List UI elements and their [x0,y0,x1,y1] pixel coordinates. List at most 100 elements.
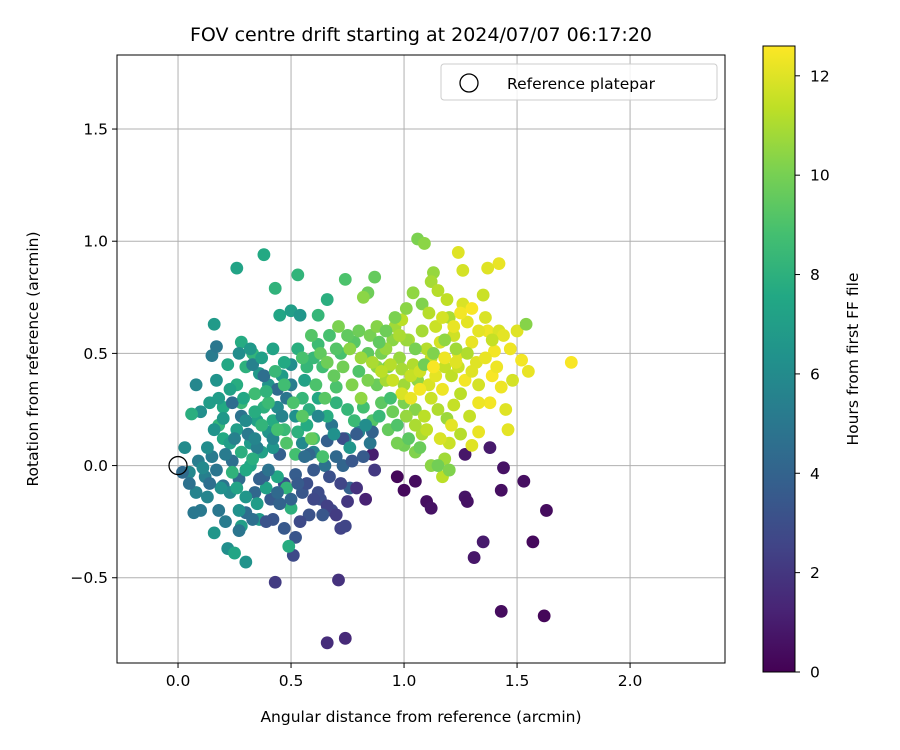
data-point [442,463,456,477]
data-point [372,335,386,349]
data-point [210,340,223,354]
data-point [483,396,497,410]
data-point [332,320,345,333]
data-point [526,535,540,549]
data-point [248,432,262,446]
data-point [201,490,214,504]
data-point [271,470,284,484]
data-point [494,604,508,618]
data-point [467,551,481,564]
data-point [359,492,373,506]
data-point [458,373,472,387]
y-axis-ticks: −0.5 0.0 0.5 1.0 1.5 [70,121,117,587]
data-point [307,492,321,506]
legend-box [440,63,718,101]
data-point [284,501,298,515]
colorbar-label: Hours from first FF file [844,273,862,446]
data-point [259,481,273,495]
data-point [304,329,318,342]
data-point [341,495,354,508]
data-point [273,497,287,511]
colorbar: 0 2 4 6 8 10 12 Hours from first FF file [762,45,862,682]
data-point [427,360,440,374]
data-point [302,508,316,522]
y-tick-label: 1.0 [83,233,108,251]
data-point [257,248,271,262]
data-point [189,378,203,392]
data-point [472,396,486,410]
data-point [494,483,508,497]
data-point [540,504,553,517]
data-point [271,486,284,499]
data-point [363,436,377,450]
data-point [239,490,253,504]
data-point [320,293,334,306]
data-point [320,355,334,369]
data-point [196,461,210,475]
data-point [243,342,257,356]
data-point [246,513,260,526]
data-point [494,380,508,394]
data-point [295,351,309,365]
data-point [390,418,404,432]
data-point [413,382,427,396]
data-point [449,342,463,356]
data-point [259,385,273,398]
data-point [257,369,271,383]
data-point [363,329,377,342]
data-point [259,515,273,529]
data-point [501,423,515,437]
data-point [399,302,413,315]
data-point [329,342,343,356]
data-point [203,477,217,490]
data-point [420,423,434,437]
data-point [262,396,275,410]
data-point [338,631,352,645]
data-point [404,391,418,405]
data-point [350,481,363,495]
data-point [212,391,226,405]
x-tick-label: 1.0 [392,672,417,690]
data-point [356,290,370,304]
data-point [399,409,413,423]
data-point [311,409,325,423]
data-point [424,391,438,405]
data-point [323,470,336,484]
data-point [239,555,253,569]
data-point [268,364,282,378]
colorbar-tick-label: 0 [810,664,820,682]
data-point [393,329,406,342]
data-point [178,441,192,455]
data-point [384,391,397,405]
data-point [537,609,551,623]
data-point [275,409,289,423]
data-point [228,432,241,446]
data-point [219,515,232,529]
data-point [436,382,449,396]
data-point [372,409,386,423]
data-point [187,506,201,520]
data-point [223,382,237,396]
data-point [341,329,354,342]
data-point [397,483,411,497]
data-point [255,418,269,432]
data-point [406,286,420,300]
data-point [271,423,284,437]
data-point [307,463,321,477]
data-point [336,360,350,374]
data-point [354,391,368,405]
data-point [368,463,382,477]
data-point [503,342,517,356]
data-point [318,391,332,405]
data-point [266,342,280,356]
data-point [429,320,443,333]
data-point [417,409,431,423]
data-point [476,535,490,549]
data-point [232,346,246,360]
data-point [282,539,296,553]
data-point [485,333,499,347]
data-point [262,463,275,477]
data-point [300,477,314,490]
x-tick-label: 1.5 [505,672,530,690]
data-point [189,486,203,499]
